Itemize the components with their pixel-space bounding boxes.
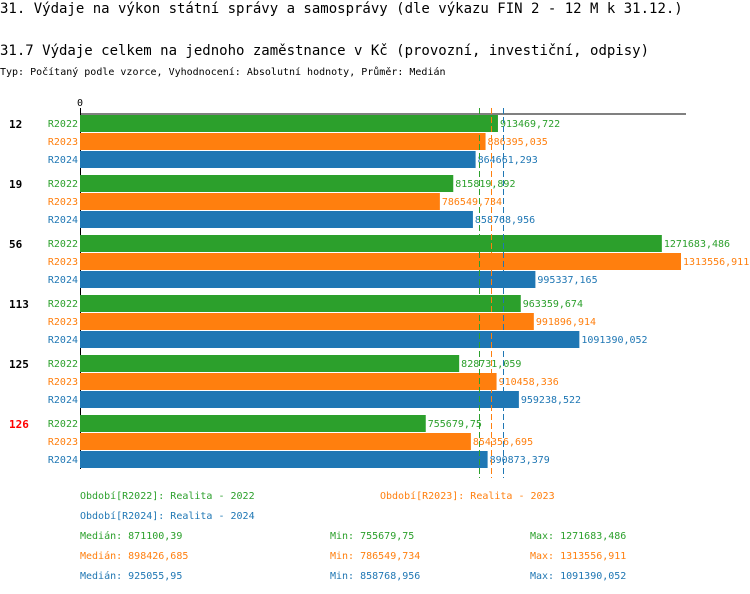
bar-value-label: 995337,165 [537, 275, 597, 286]
stat-min: Min: 786549,734 [330, 551, 420, 562]
stat-max: Max: 1091390,052 [530, 571, 626, 582]
stat-max: Max: 1271683,486 [530, 531, 626, 542]
series-label: R2023 [48, 317, 78, 328]
bar [80, 433, 471, 450]
bar-value-label: 786549,734 [442, 197, 502, 208]
stat-max: Max: 1313556,911 [530, 551, 626, 562]
bar [80, 355, 460, 372]
bar-value-label: 991896,914 [536, 317, 596, 328]
bar-value-label: 959238,522 [521, 395, 581, 406]
series-label: R2022 [48, 419, 78, 430]
bar [80, 271, 536, 288]
bar [80, 331, 580, 348]
series-label: R2023 [48, 437, 78, 448]
stat-min: Min: 755679,75 [330, 531, 414, 542]
bar [80, 295, 521, 312]
stat-median: Medián: 925055,95 [80, 570, 182, 582]
bar [80, 451, 488, 468]
legend-entry: Období[R2024]: Realita - 2024 [80, 510, 255, 522]
chart-subtitle: 31.7 Výdaje celkem na jednoho zaměstnanc… [0, 43, 650, 59]
bar [80, 235, 662, 252]
bar-value-label: 890873,379 [490, 455, 550, 466]
bar-value-label: 815819,892 [455, 179, 515, 190]
bar [80, 253, 681, 270]
bar-value-label: 910458,336 [499, 377, 559, 388]
bar [80, 115, 498, 132]
series-label: R2022 [48, 359, 78, 370]
bar-value-label: 913469,722 [500, 119, 560, 130]
series-label: R2023 [48, 137, 78, 148]
bar [80, 151, 476, 168]
bar [80, 373, 497, 390]
series-label: R2022 [48, 119, 78, 130]
bar-value-label: 1313556,911 [683, 257, 749, 268]
series-label: R2022 [48, 179, 78, 190]
series-label: R2023 [48, 257, 78, 268]
group-label: 19 [9, 178, 22, 191]
legend-entry: Období[R2022]: Realita - 2022 [80, 490, 255, 502]
bar [80, 415, 426, 432]
series-label: R2022 [48, 239, 78, 250]
bar [80, 175, 454, 192]
bar [80, 193, 440, 210]
bar [80, 391, 519, 408]
series-label: R2023 [48, 197, 78, 208]
bar-value-label: 864661,293 [478, 155, 538, 166]
bar [80, 133, 486, 150]
legend-entry: Období[R2023]: Realita - 2023 [380, 490, 555, 502]
group-label: 12 [9, 118, 22, 131]
series-label: R2024 [48, 455, 78, 466]
group-label: 125 [9, 358, 29, 371]
stat-min: Min: 858768,956 [330, 571, 420, 582]
bar-value-label: 755679,75 [428, 419, 482, 430]
bar-value-label: 886395,035 [488, 137, 548, 148]
bar-value-label: 858768,956 [475, 215, 535, 226]
chart-type-line: Typ: Počítaný podle vzorce, Vyhodnocení:… [0, 67, 446, 78]
series-label: R2024 [48, 275, 78, 286]
series-label: R2024 [48, 155, 78, 166]
bar [80, 313, 534, 330]
stat-median: Medián: 871100,39 [80, 530, 182, 542]
bar [80, 211, 473, 228]
series-label: R2024 [48, 395, 78, 406]
series-label: R2024 [48, 335, 78, 346]
series-label: R2024 [48, 215, 78, 226]
page-title: 31. Výdaje na výkon státní správy a samo… [0, 1, 683, 17]
series-label: R2022 [48, 299, 78, 310]
bar-value-label: 1271683,486 [664, 239, 730, 250]
group-label: 126 [9, 418, 29, 431]
group-label: 56 [9, 238, 23, 251]
bar-value-label: 963359,674 [523, 299, 583, 310]
axis-zero-label: 0 [77, 98, 83, 109]
stat-median: Medián: 898426,685 [80, 550, 188, 562]
group-label: 113 [9, 298, 29, 311]
bar-value-label: 1091390,052 [581, 335, 647, 346]
series-label: R2023 [48, 377, 78, 388]
